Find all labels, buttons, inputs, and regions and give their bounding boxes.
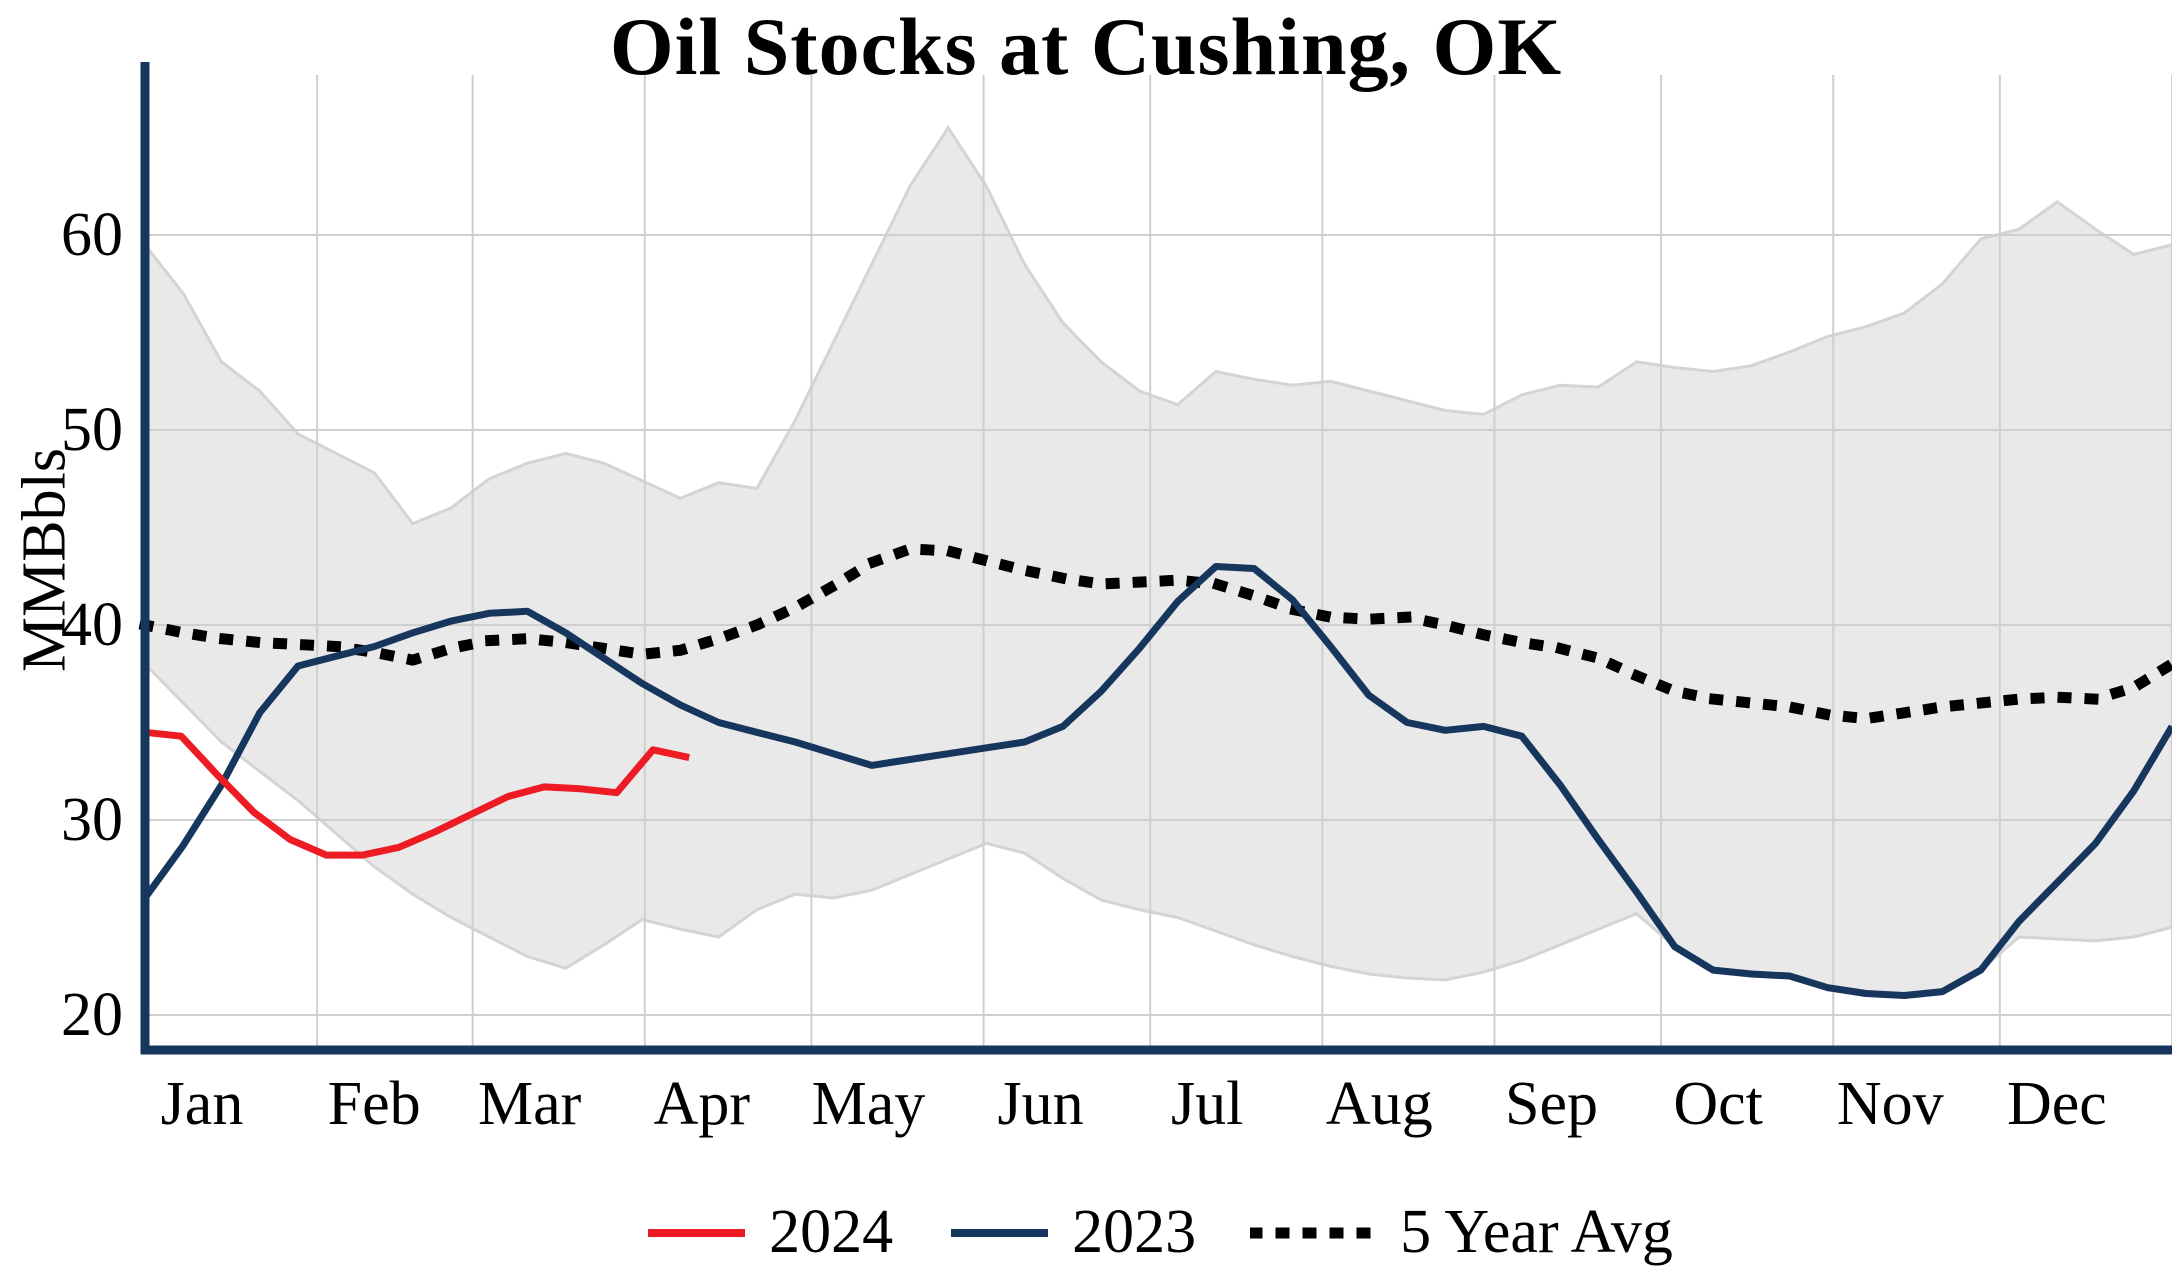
legend-item-2023: 2023 (947, 1197, 1196, 1268)
chart-title: Oil Stocks at Cushing, OK (609, 1, 1563, 92)
legend-label-2024: 2024 (769, 1198, 894, 1266)
five-year-range-band (143, 125, 2172, 998)
y-tick-label-20: 20 (61, 981, 123, 1049)
x-month-label-nov: Nov (1837, 1070, 1944, 1138)
x-month-label-jun: Jun (997, 1070, 1083, 1138)
y-tick-label-30: 30 (61, 786, 123, 854)
legend-label-2023: 2023 (1072, 1198, 1197, 1266)
y-tick-label-60: 60 (61, 201, 123, 269)
legend-swatch-2024 (648, 1228, 746, 1237)
x-month-label-jan: Jan (161, 1070, 244, 1138)
legend-swatch-2023 (951, 1228, 1049, 1237)
legend-item-2024: 2024 (644, 1197, 893, 1268)
x-month-label-jul: Jul (1171, 1070, 1243, 1138)
legend-swatch-5-year-avg (1250, 1227, 1381, 1238)
x-month-label-apr: Apr (654, 1070, 751, 1138)
x-month-label-feb: Feb (328, 1070, 421, 1138)
x-month-label-oct: Oct (1673, 1070, 1763, 1138)
x-month-label-aug: Aug (1326, 1070, 1433, 1138)
x-month-label-sep: Sep (1505, 1070, 1598, 1138)
x-month-label-dec: Dec (2007, 1070, 2107, 1138)
y-tick-label-50: 50 (61, 396, 123, 464)
chart-legend: 2024 2023 5 Year Avg (145, 1197, 2172, 1268)
x-month-label-mar: Mar (478, 1070, 582, 1138)
legend-label-5-year-avg: 5 Year Avg (1400, 1198, 1673, 1266)
series-line-2024 (144, 728, 690, 859)
legend-item-5-year-avg: 5 Year Avg (1250, 1197, 1673, 1268)
y-tick-label-40: 40 (61, 591, 123, 659)
series-line-2023 (142, 563, 2172, 999)
x-month-label-may: May (812, 1070, 926, 1138)
